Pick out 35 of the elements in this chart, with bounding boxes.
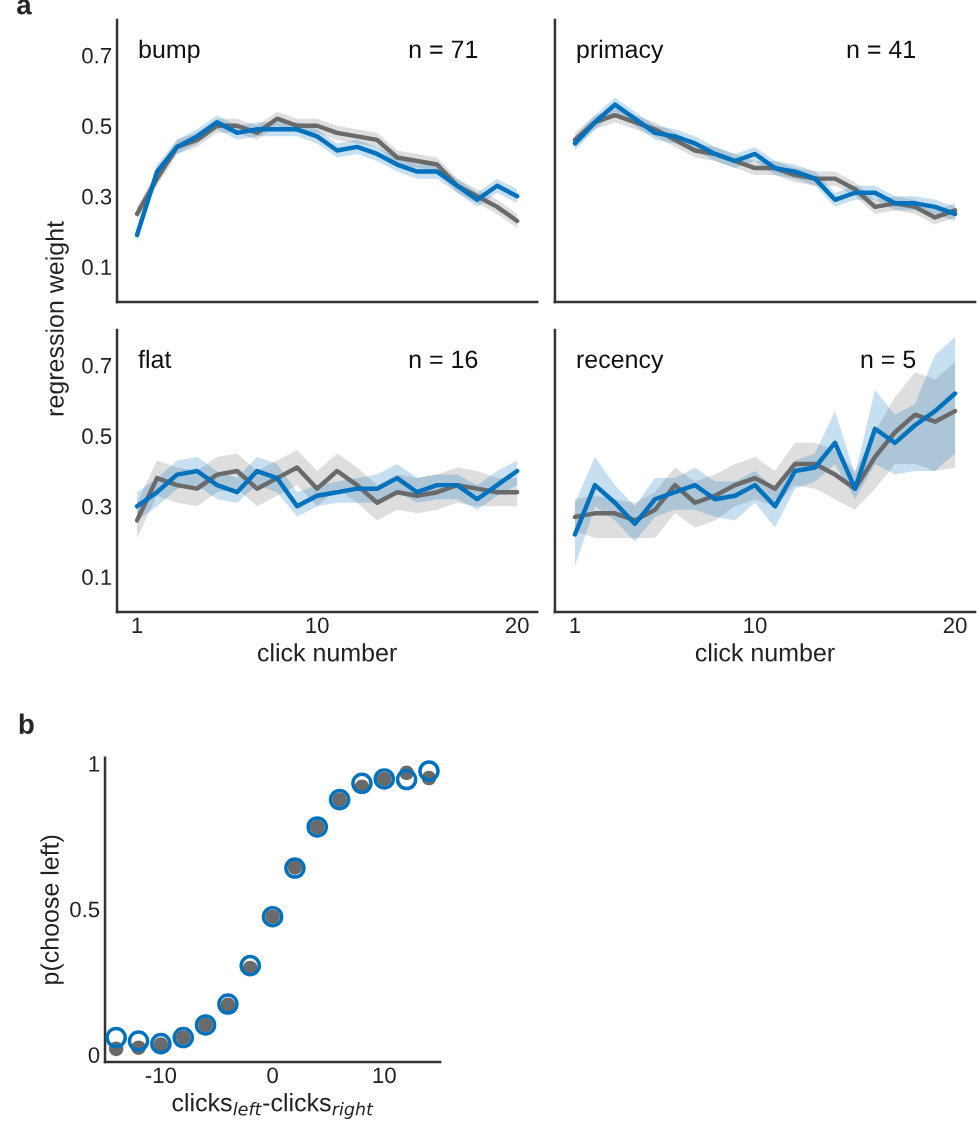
annotation: n = 5 (861, 350, 916, 369)
annotation: flat (138, 349, 172, 369)
x-axis-title: click number (695, 643, 835, 662)
x-axis-title: clicks$_{left}$-clicks$_{right}$ (172, 1093, 374, 1119)
y-axis-title: p(choose left) (40, 835, 64, 984)
y-tick-label: 0.3 (82, 188, 112, 205)
y-tick-label: 0.3 (82, 498, 112, 515)
annotation: recency (577, 354, 664, 374)
x-tick-label: -10 (145, 1067, 177, 1084)
x-tick-label: 10 (373, 1067, 396, 1084)
y-tick-label: 0.5 (82, 428, 112, 445)
x-tick-label: 10 (744, 617, 767, 634)
x-tick-label: 20 (505, 617, 529, 634)
x-tick-label: 1 (132, 617, 143, 634)
x-axis-title: click number (258, 643, 397, 662)
y-tick-label: 0.5 (70, 901, 100, 918)
y-tick-label: 0.5 (82, 118, 112, 135)
y-tick-label: 0.1 (82, 569, 112, 586)
y-tick-label: 0.1 (82, 259, 112, 276)
x-tick-label: 1 (570, 617, 581, 634)
y-tick-label: 0.7 (82, 47, 112, 64)
chart-title: a (17, 0, 32, 15)
y-tick-label: 1 (89, 756, 100, 772)
chart-title: b (19, 713, 34, 734)
annotation: n = 41 (847, 40, 916, 58)
x-tick-label: 0 (267, 1067, 278, 1084)
annotation: n = 71 (409, 40, 478, 58)
x-tick-label: 10 (306, 617, 329, 634)
x-tick-label: 20 (943, 617, 967, 634)
y-tick-label: 0.7 (82, 357, 112, 374)
annotation: bump (139, 39, 200, 64)
annotation: primacy (577, 39, 664, 64)
annotation: n = 16 (409, 350, 478, 369)
y-axis-title: regression weight (45, 221, 69, 416)
y-tick-label: 0 (88, 1047, 100, 1063)
